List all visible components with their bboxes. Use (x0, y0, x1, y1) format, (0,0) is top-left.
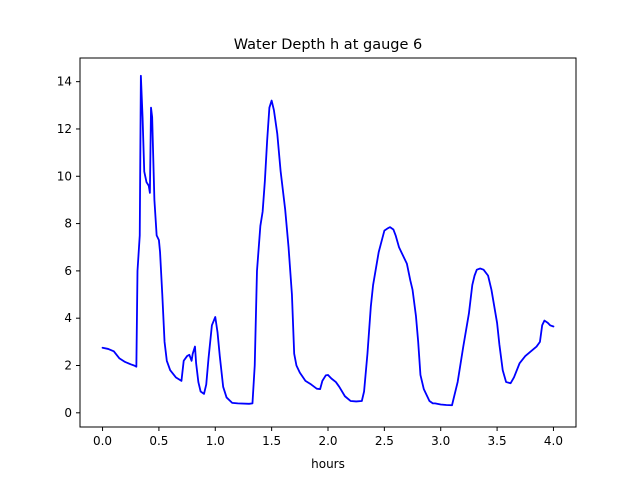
x-tick-label: 1.5 (262, 434, 281, 448)
plot-frame (79, 57, 577, 428)
x-axis-ticks: 0.0 0.5 1.0 1.5 2.0 2.5 3.0 3.5 4.0 (93, 427, 563, 448)
series-layer (101, 74, 555, 407)
x-tick-label: 0.5 (149, 434, 168, 448)
y-tick-label: 10 (57, 169, 72, 183)
y-tick-label: 6 (64, 264, 72, 278)
x-tick-label: 2.0 (318, 434, 337, 448)
x-tick-label: 3.5 (488, 434, 507, 448)
plot-area: 0.0 0.5 1.0 1.5 2.0 2.5 3.0 3.5 4.0 0 2 4 6 8 10 12 14 (57, 57, 577, 448)
chart-title: Water Depth h at gauge 6 (234, 37, 422, 53)
y-axis-ticks: 0 2 4 6 8 10 12 14 (57, 75, 80, 420)
y-tick-label: 2 (64, 359, 72, 373)
x-tick-label: 4.0 (544, 434, 563, 448)
y-tick-label: 0 (64, 406, 72, 420)
y-tick-label: 4 (64, 311, 72, 325)
x-axis-title: hours (311, 457, 345, 471)
y-tick-label: 12 (57, 122, 72, 136)
x-tick-label: 0.0 (93, 434, 112, 448)
plot-background (80, 58, 576, 427)
x-tick-label: 3.0 (431, 434, 450, 448)
x-tick-label: 2.5 (375, 434, 394, 448)
water-depth-line (101, 74, 555, 407)
y-tick-label: 14 (57, 75, 72, 89)
y-tick-label: 8 (64, 217, 72, 231)
x-tick-label: 1.0 (206, 434, 225, 448)
